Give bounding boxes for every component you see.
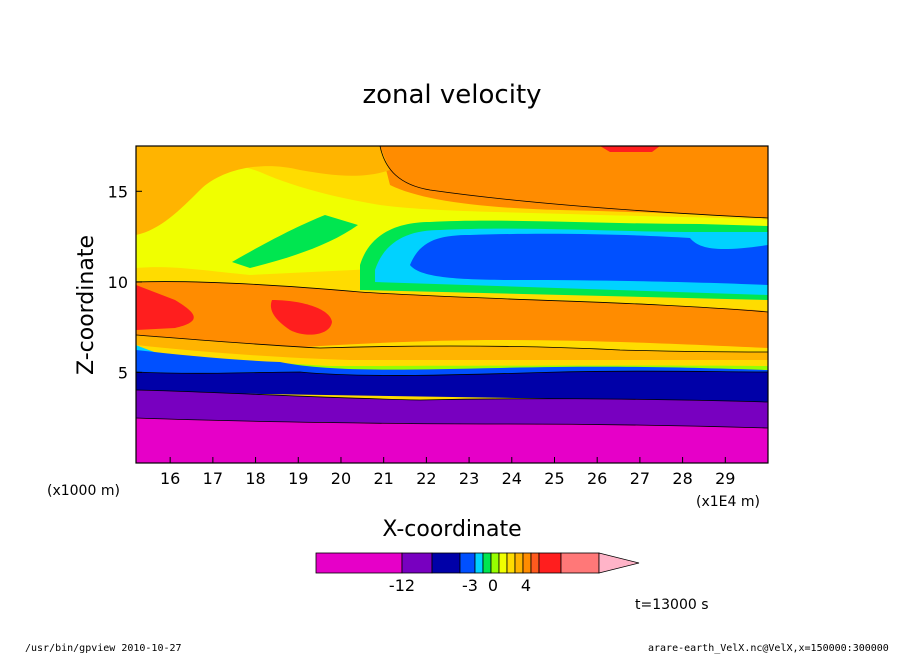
x-tick-label: 29	[715, 469, 735, 488]
contour-line-2	[136, 281, 768, 313]
x-tick-label: 18	[245, 469, 265, 488]
colorbar-segment	[482, 552, 492, 574]
contour-line-4	[136, 389, 768, 403]
contour-line-6	[136, 334, 768, 353]
colorbar-segment	[514, 552, 524, 574]
x-tick-label: 23	[459, 469, 479, 488]
x-unit-left: (x1000 m)	[47, 483, 120, 499]
x-tick-label: 21	[373, 469, 393, 488]
band-orange-mid	[136, 281, 768, 351]
band-light-orange-low	[136, 335, 768, 362]
band-red-blob	[270, 300, 332, 335]
band-red-left	[136, 285, 194, 330]
x-tick-label: 25	[544, 469, 564, 488]
colorbar-label: -3	[462, 576, 478, 595]
colorbar	[315, 552, 640, 574]
y-axis-label: Z-coordinate	[74, 235, 99, 375]
colorbar-arrow	[598, 552, 640, 574]
band-magenta	[136, 418, 768, 463]
x-ticks: 16 17 18 19 20 21 22 23 24 25 26 27 28 29	[160, 457, 735, 488]
colorbar-segment	[498, 552, 508, 574]
band-upper-orange	[380, 146, 768, 218]
chart-title: zonal velocity	[362, 80, 541, 110]
band-upper-orange-left	[136, 146, 390, 235]
x-unit-right: (x1E4 m)	[696, 494, 760, 510]
velocity-field	[136, 146, 768, 463]
colorbar-segment	[538, 552, 562, 574]
contour-line-5	[136, 417, 768, 429]
contour-line-1	[379, 146, 768, 219]
x-tick-label: 24	[502, 469, 522, 488]
x-tick-label: 28	[672, 469, 692, 488]
y-tick-label: 15	[108, 182, 128, 201]
colorbar-segment	[401, 552, 433, 574]
x-tick-label: 20	[331, 469, 351, 488]
contour-line-3	[136, 370, 768, 376]
plot-frame	[135, 145, 769, 464]
colorbar-label: 4	[521, 576, 531, 595]
colorbar-segment	[560, 552, 600, 574]
time-label: t=13000 s	[635, 597, 709, 613]
colorbar-label: 0	[488, 576, 498, 595]
x-tick-label: 16	[160, 469, 180, 488]
band-blue-core	[410, 233, 768, 285]
colorbar-segment	[506, 552, 516, 574]
x-axis-label: X-coordinate	[382, 517, 521, 542]
x-tick-label: 27	[630, 469, 650, 488]
colorbar-segment	[530, 552, 540, 574]
colorbar-segment	[490, 552, 500, 574]
x-tick-label: 19	[288, 469, 308, 488]
y-ticks: 5 10 15	[108, 182, 142, 382]
contour-lines	[136, 146, 768, 429]
band-navy	[136, 371, 768, 402]
x-tick-label: 26	[587, 469, 607, 488]
colorbar-segment	[431, 552, 461, 574]
y-tick-label: 10	[108, 273, 128, 292]
colorbar-segment	[522, 552, 532, 574]
colorbar-label: -12	[389, 576, 415, 595]
band-top-red	[600, 146, 660, 152]
colorbar-segment	[459, 552, 476, 574]
band-green-blob	[232, 215, 358, 268]
colorbar-labels: -12 -3 0 4	[389, 576, 531, 595]
y-tick-label: 5	[118, 363, 128, 382]
x-tick-label: 17	[203, 469, 223, 488]
x-tick-label: 22	[416, 469, 436, 488]
colorbar-segment	[315, 552, 403, 574]
colorbar-segment	[474, 552, 484, 574]
footer-left: /usr/bin/gpview 2010-10-27	[25, 643, 182, 654]
footer-right: arare-earth_VelX.nc@VelX,x=150000:300000	[648, 643, 889, 654]
